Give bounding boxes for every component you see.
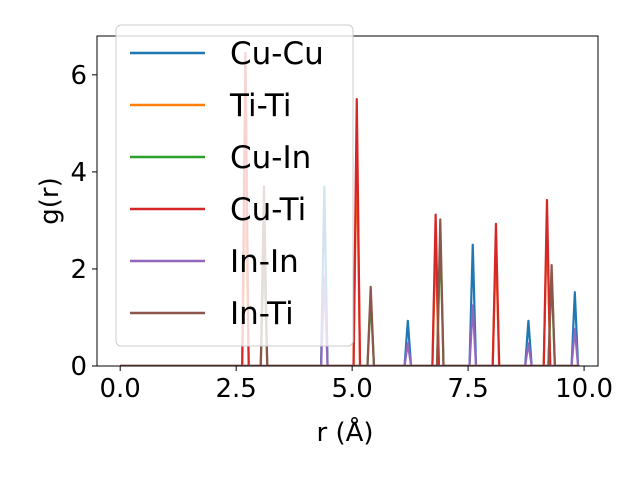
y-axis-label: g(r) (35, 177, 65, 224)
legend-label-cu-ti: Cu-Ti (230, 192, 306, 228)
y-tick-label: 2 (70, 255, 87, 285)
y-axis: 0 2 4 6 (70, 61, 97, 382)
x-tick-label: 2.5 (215, 374, 256, 404)
legend: Cu-Cu Ti-Ti Cu-In Cu-Ti In-In In-Ti (115, 24, 354, 347)
y-tick-label: 0 (70, 352, 87, 382)
legend-label-in-ti: In-Ti (230, 296, 294, 332)
y-tick-label: 6 (70, 61, 87, 91)
legend-label-cu-cu: Cu-Cu (230, 36, 324, 72)
legend-label-ti-ti: Ti-Ti (229, 88, 292, 124)
x-axis-label: r (Å) (316, 416, 373, 448)
y-tick-label: 4 (70, 158, 87, 188)
x-tick-label: 5.0 (331, 374, 372, 404)
x-tick-label: 10.0 (555, 374, 613, 404)
x-tick-label: 7.5 (447, 374, 488, 404)
x-axis: 0.0 2.5 5.0 7.5 10.0 (100, 366, 613, 404)
legend-label-cu-in: Cu-In (230, 140, 311, 176)
x-tick-label: 0.0 (100, 374, 141, 404)
legend-label-in-in: In-In (230, 244, 299, 280)
